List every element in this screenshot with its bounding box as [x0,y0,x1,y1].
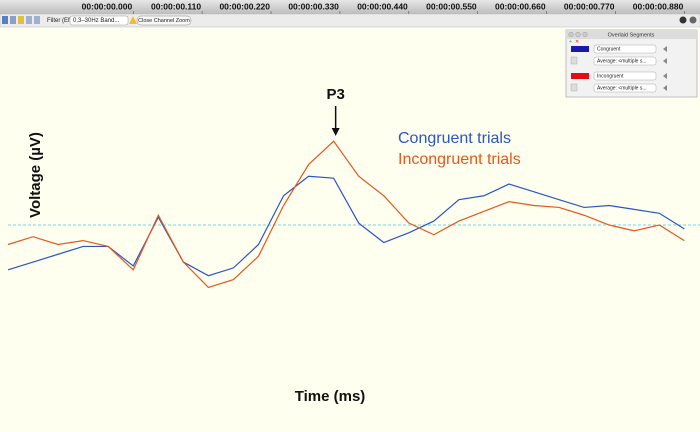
toolbar-icon[interactable] [679,16,687,24]
legend-entry: Congruent trials [398,130,511,147]
timeline-label: 00:00:00.770 [564,1,615,11]
row-name: Congruent [597,47,621,53]
toolbar-icons[interactable] [2,16,40,24]
filter-label: Filter (Eff): [47,18,75,24]
row-source-dropdown[interactable] [593,56,657,66]
row-name: Incongruent [597,74,624,80]
add-icon[interactable]: + [569,39,572,45]
timeline-label: 00:00:00.550 [426,1,477,11]
timeline-label: 00:00:00.220 [219,1,270,11]
arrow-head [331,128,340,136]
row-arrow[interactable] [663,85,667,91]
close-zoom-button[interactable] [136,15,192,26]
toolbar-icon[interactable] [689,16,697,24]
series-line [7,140,685,289]
overlay-panel: Overlaid Segments + ✕ Congruent Average: … [565,29,698,98]
row-arrow[interactable] [663,46,667,52]
legend-entry: Incongruent trials [398,151,521,168]
series-line [7,175,685,277]
remove-icon[interactable]: ✕ [575,39,579,45]
row-arrow[interactable] [663,73,667,79]
panel-title: Overlaid Segments [608,32,655,38]
row-name-dropdown[interactable] [593,71,657,81]
timeline-label: 00:00:00.000 [82,1,133,11]
timeline-label: 00:00:00.110 [151,1,201,11]
row-source-dropdown[interactable] [593,83,657,93]
y-axis-label: Voltage (µV) [27,132,44,218]
timeline-label: 00:00:00.660 [495,1,546,11]
close-zoom-label: Close Channel Zoom [138,18,190,24]
row-name-dropdown[interactable] [593,44,657,54]
timeline-label: 00:00:00.330 [288,1,339,11]
row-color-swatch [571,73,589,79]
warning-icon [129,16,137,24]
row-arrow[interactable] [663,58,667,64]
x-axis-label: Time (ms) [295,388,366,405]
filter-value: 0.3–30Hz Band... [73,18,120,24]
row-eye-icon[interactable] [570,56,578,65]
annotation: P3 [326,86,344,103]
timeline-label: 00:00:00.880 [633,1,684,11]
row-source: Average: <multiple s... [597,59,647,65]
timeline-bar [0,0,700,14]
timeline-label: 00:00:00.440 [357,1,408,11]
row-eye-icon[interactable] [570,83,578,92]
row-source: Average: <multiple s... [597,86,647,92]
filter-dropdown[interactable] [69,15,129,26]
row-color-swatch [571,46,589,52]
